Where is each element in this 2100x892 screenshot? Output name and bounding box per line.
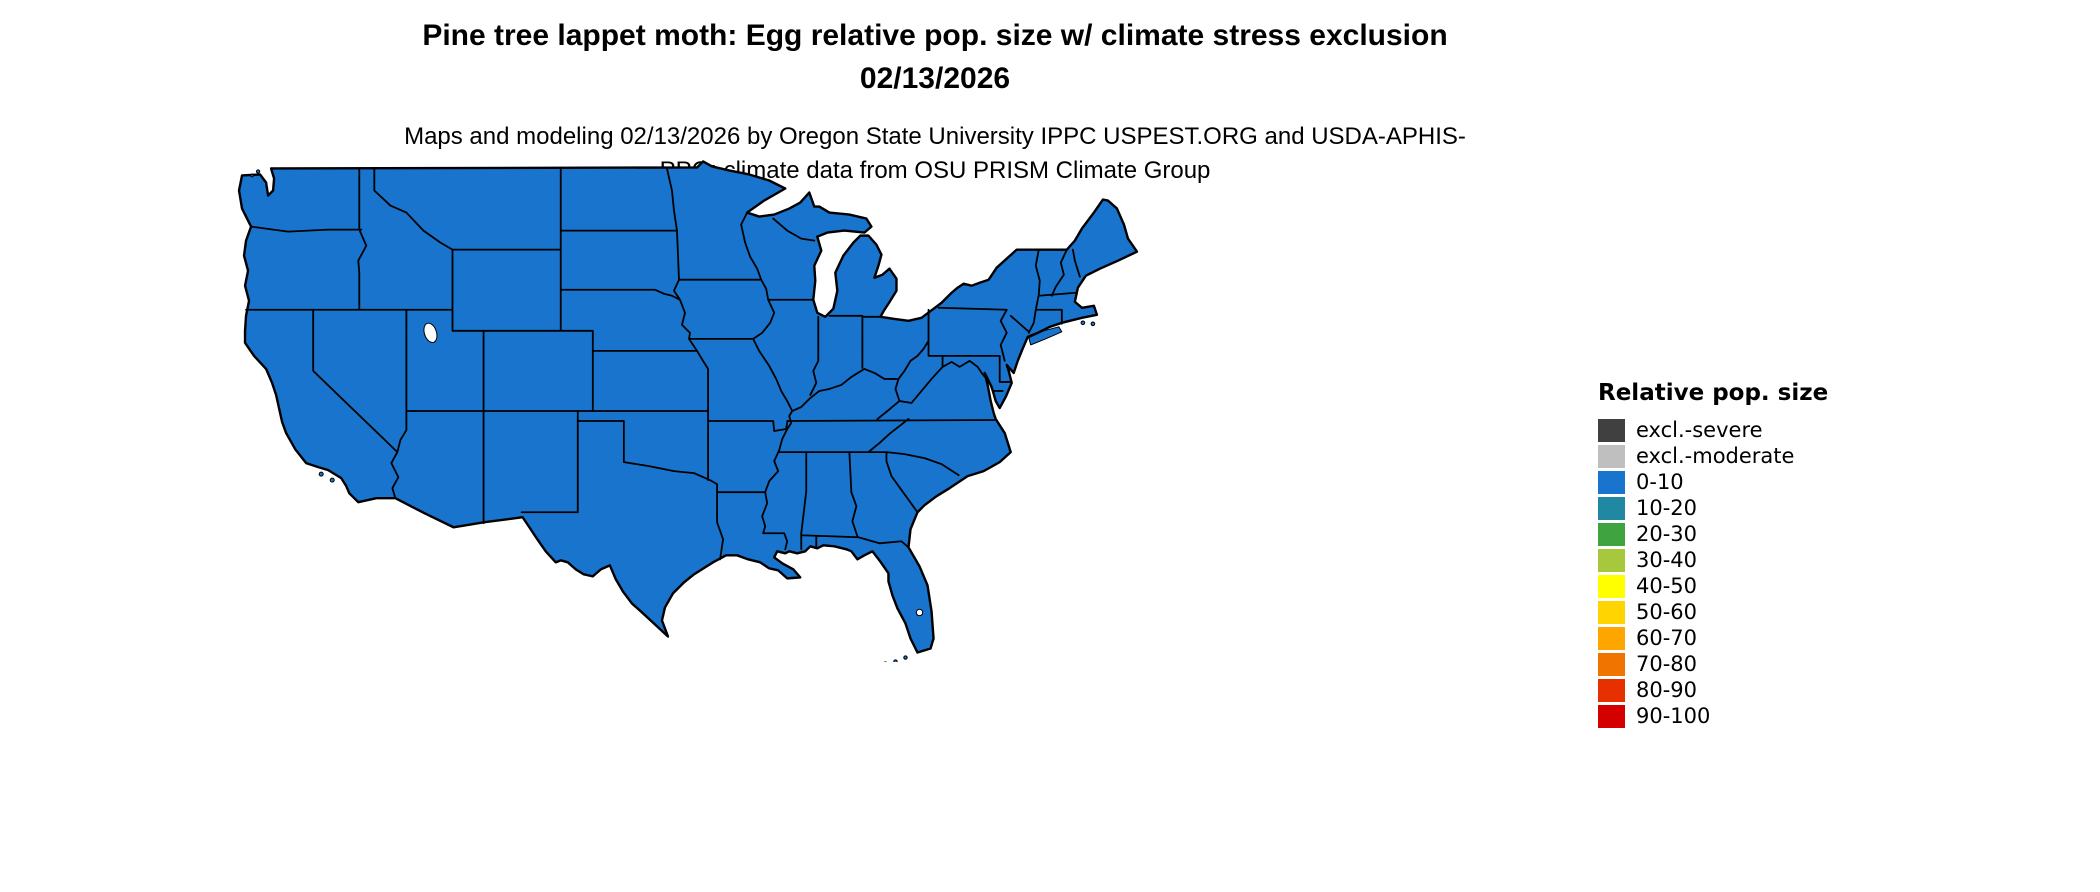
legend-item-label: excl.-severe	[1636, 418, 1763, 442]
legend-item-label: 30-40	[1636, 548, 1698, 572]
us-map	[228, 160, 1140, 662]
us-map-svg	[237, 160, 1139, 662]
legend-item: 50-60	[1598, 599, 1858, 625]
legend-item-label: 50-60	[1636, 600, 1698, 624]
long-island	[1028, 326, 1063, 346]
legend-swatch	[1598, 444, 1625, 468]
legend-swatch	[1598, 600, 1625, 624]
us-states-fill	[237, 160, 1139, 654]
legend: Relative pop. size excl.-severe excl.-mo…	[1598, 380, 1858, 729]
legend-item: 10-20	[1598, 495, 1858, 521]
legend-item-label: 80-90	[1636, 678, 1698, 702]
legend-item: excl.-severe	[1598, 417, 1858, 443]
legend-swatch	[1598, 574, 1625, 598]
coastal-islands	[250, 169, 1096, 662]
legend-title: Relative pop. size	[1598, 380, 1829, 406]
legend-item-label: 60-70	[1636, 626, 1698, 650]
legend-swatch	[1598, 626, 1625, 650]
legend-item: 80-90	[1598, 677, 1858, 703]
interior-lakes	[423, 322, 924, 617]
legend-swatch	[1598, 522, 1625, 546]
legend-item-label: 90-100	[1636, 704, 1711, 728]
legend-swatch	[1598, 496, 1625, 520]
legend-item: 40-50	[1598, 573, 1858, 599]
legend-item: 20-30	[1598, 521, 1858, 547]
great-salt-lake	[423, 322, 438, 344]
legend-swatch	[1598, 704, 1625, 728]
legend-item: 90-100	[1598, 703, 1858, 729]
legend-item-label: 40-50	[1636, 574, 1698, 598]
legend-item: 70-80	[1598, 651, 1858, 677]
legend-swatch	[1598, 678, 1625, 702]
lake-okeechobee	[915, 608, 924, 617]
figure-title: Pine tree lappet moth: Egg relative pop.…	[422, 19, 1448, 95]
legend-swatch	[1598, 470, 1625, 494]
legend-item-label: 70-80	[1636, 652, 1698, 676]
legend-swatch	[1598, 418, 1625, 442]
legend-item: 30-40	[1598, 547, 1858, 573]
legend-swatch	[1598, 548, 1625, 572]
legend-item-label: 0-10	[1636, 470, 1684, 494]
legend-item: 60-70	[1598, 625, 1858, 651]
legend-item: excl.-moderate	[1598, 443, 1858, 469]
legend-item-label: excl.-moderate	[1636, 444, 1795, 468]
legend-item: 0-10	[1598, 469, 1858, 495]
legend-item-label: 20-30	[1636, 522, 1698, 546]
legend-item-label: 10-20	[1636, 496, 1698, 520]
legend-swatch	[1598, 652, 1625, 676]
small-islands	[250, 169, 1096, 662]
state-borders	[245, 167, 1081, 561]
